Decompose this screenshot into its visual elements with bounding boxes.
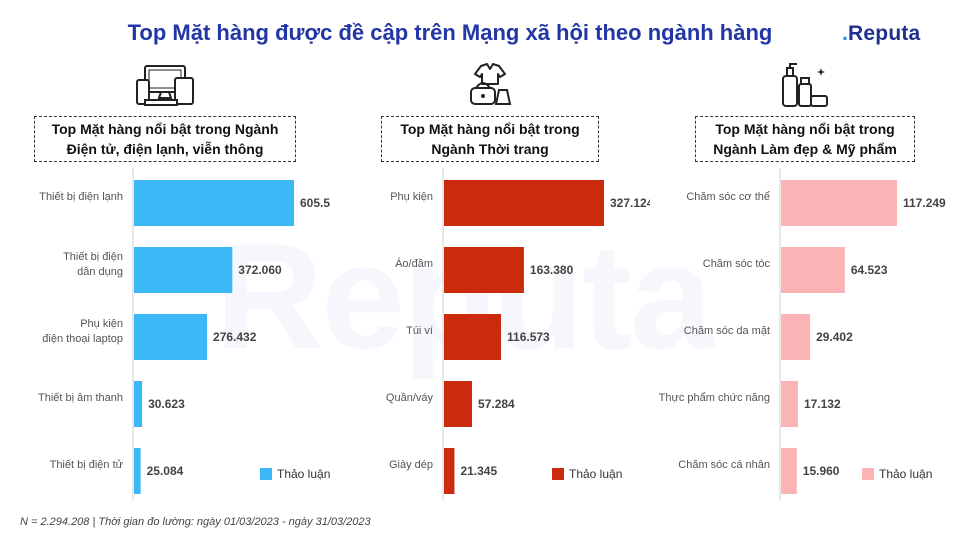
bar — [781, 314, 811, 360]
reputa-logo: .Reputa — [842, 22, 920, 46]
bar — [781, 180, 897, 226]
bar — [444, 247, 524, 293]
bar — [444, 448, 455, 494]
panel-header: Top Mặt hàng nổi bật trong Ngành Điện tử… — [34, 116, 296, 162]
electronics-devices-icon — [135, 62, 195, 113]
legend-swatch — [862, 468, 874, 480]
category-label: Phụ kiện điện thoại laptop — [42, 318, 123, 345]
panel-header-line2: Ngành Làm đẹp & Mỹ phẩm — [713, 141, 897, 157]
cosmetics-bottles-icon — [777, 62, 833, 115]
panel-header-line2: Ngành Thời trang — [431, 141, 549, 157]
chart-beauty: 117.249 Chăm sóc cơ thể 64.523 Chăm sóc tóc… — [659, 168, 946, 500]
bar — [134, 247, 233, 293]
legend-label: Thảo luận — [879, 467, 932, 481]
category-label: Thiết bị điện tử — [50, 459, 124, 471]
panel-header-line1: Top Mặt hàng nổi bật trong — [715, 121, 895, 137]
legend-swatch — [260, 468, 272, 480]
data-label: 30.623 — [148, 397, 185, 411]
data-label: 163.380 — [530, 263, 574, 277]
data-label: 17.132 — [804, 397, 841, 411]
fashion-clothing-icon — [465, 62, 515, 113]
data-label: 276.432 — [213, 330, 257, 344]
bar — [134, 180, 294, 226]
panel-header-line1: Top Mặt hàng nổi bật trong Ngành — [51, 121, 279, 137]
legend-swatch — [552, 468, 564, 480]
panel-beauty: Top Mặt hàng nổi bật trong Ngành Làm đẹp… — [650, 62, 960, 502]
bar — [134, 381, 143, 427]
data-label: 15.960 — [803, 464, 840, 478]
category-label: Áo/đầm — [395, 257, 433, 270]
bar — [781, 247, 845, 293]
category-label: Thiết bị âm thanh — [38, 392, 123, 404]
logo-dot: . — [842, 22, 849, 45]
category-label: Thiết bị điện dân dụng — [63, 251, 123, 278]
panel-header: Top Mặt hàng nổi bật trong Ngành Làm đẹp… — [695, 116, 915, 162]
footer-note: N = 2.294.208 | Thời gian đo lường: ngày… — [20, 516, 371, 528]
panel-electronics: Top Mặt hàng nổi bật trong Ngành Điện tử… — [0, 62, 330, 502]
panel-header-line2: Điện tử, điện lạnh, viễn thông — [66, 141, 264, 157]
panel-fashion: Top Mặt hàng nổi bật trong Ngành Thời tr… — [330, 62, 650, 502]
bar — [444, 381, 473, 427]
legend-label: Thảo luận — [277, 467, 330, 481]
bar — [444, 314, 502, 360]
data-label: 29.402 — [816, 330, 853, 344]
category-label: Chăm sóc cơ thể — [686, 191, 770, 203]
panel-header: Top Mặt hàng nổi bật trong Ngành Thời tr… — [381, 116, 599, 162]
category-label: Túi ví — [406, 325, 433, 337]
bar — [134, 448, 141, 494]
panel-header-line1: Top Mặt hàng nổi bật trong — [400, 121, 580, 137]
category-label: Thiết bị điện lạnh — [39, 191, 123, 203]
data-label: 372.060 — [238, 263, 282, 277]
data-label: 605.520 — [300, 196, 330, 210]
data-label: 116.573 — [507, 330, 550, 344]
page-title: Top Mặt hàng được đề cập trên Mạng xã hộ… — [127, 20, 773, 45]
bar — [444, 180, 604, 226]
data-label: 117.249 — [903, 196, 946, 210]
category-label: Phụ kiện — [390, 191, 433, 203]
data-label: 21.345 — [460, 464, 497, 478]
category-label: Chăm sóc da mặt — [684, 325, 770, 337]
chart-fashion: 327.124 Phụ kiện 163.380 Áo/đầm 116.573 Túi v… — [386, 168, 650, 500]
bar — [781, 381, 798, 427]
category-label: Chăm sóc tóc — [703, 258, 771, 270]
data-label: 25.084 — [147, 464, 184, 478]
category-label: Quần/váy — [386, 392, 434, 404]
category-label: Giày dép — [389, 459, 433, 471]
bar — [134, 314, 208, 360]
category-label: Thực phẩm chức năng — [659, 392, 770, 404]
category-label: Chăm sóc cá nhân — [678, 459, 770, 471]
logo-text: Reputa — [848, 22, 921, 45]
data-label: 57.284 — [478, 397, 515, 411]
bar — [781, 448, 797, 494]
data-label: 64.523 — [851, 263, 888, 277]
legend-label: Thảo luận — [569, 467, 622, 481]
chart-electronics: 605.520 Thiết bị điện lạnh 372.060 Thiết bị… — [38, 168, 330, 500]
data-label: 327.124 — [610, 196, 650, 210]
